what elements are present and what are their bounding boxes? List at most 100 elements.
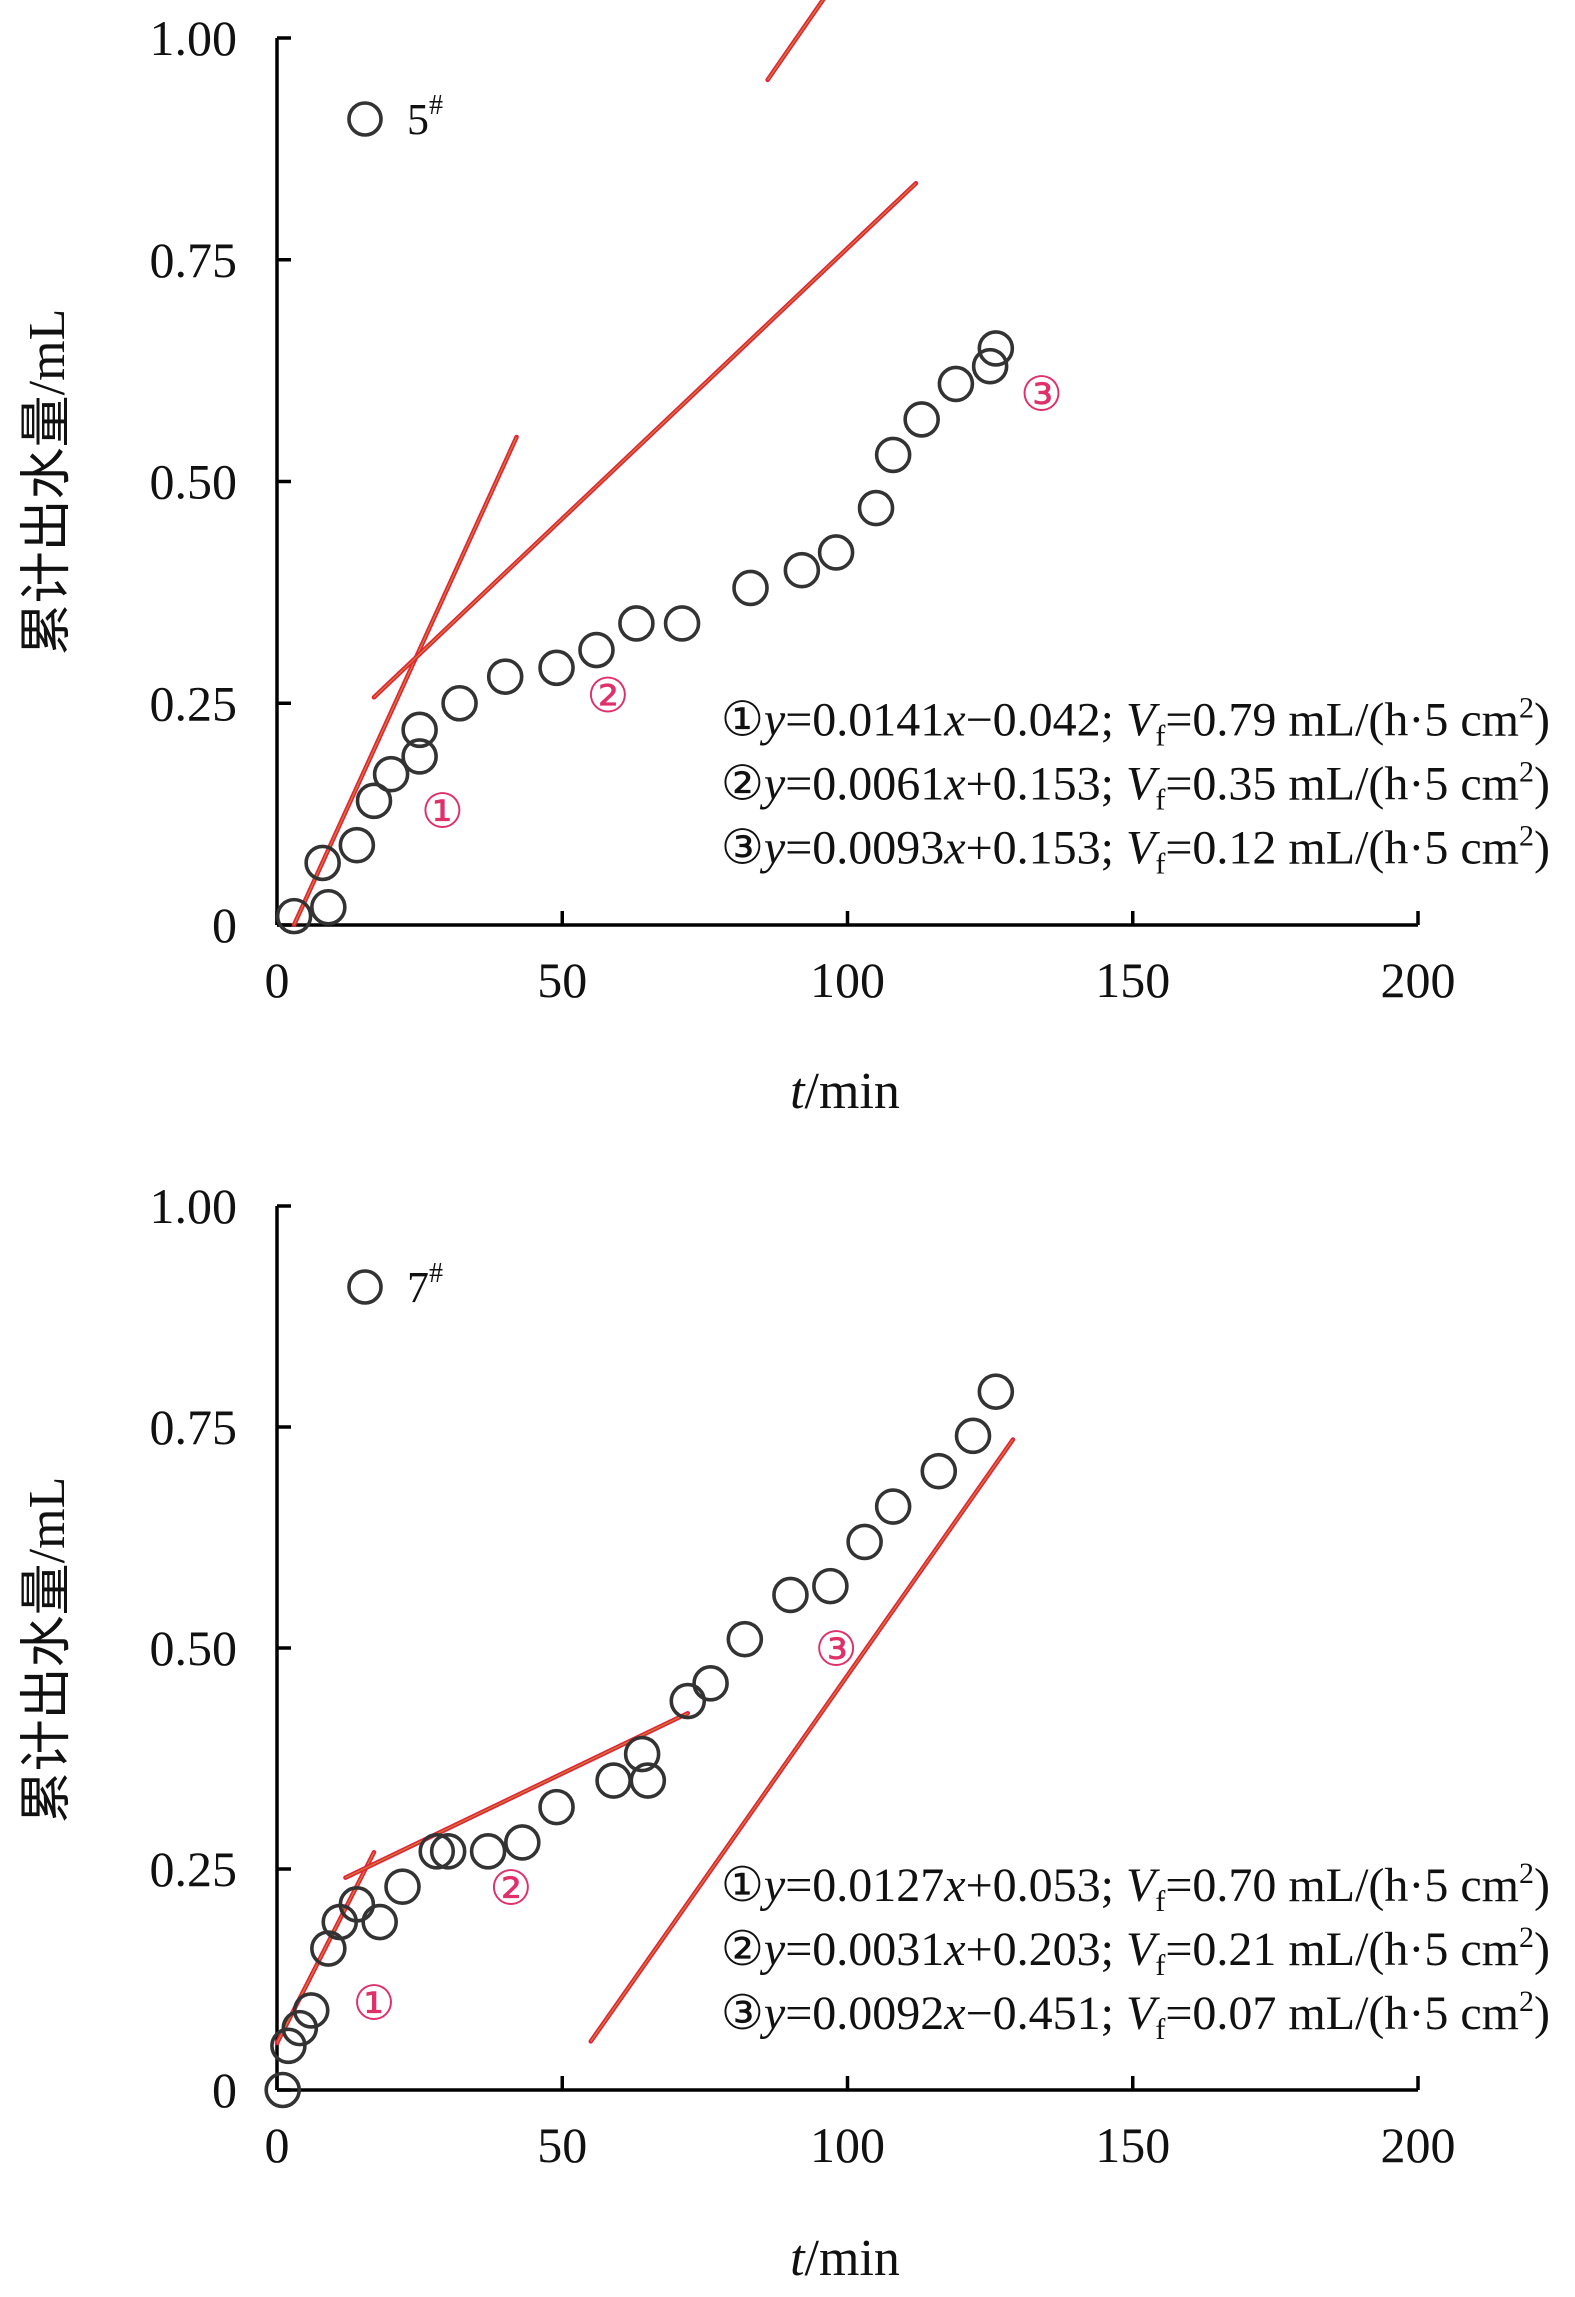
data-point (469, 1833, 507, 1870)
eq-intercept: +0.203; (966, 1923, 1126, 1976)
eq-y: y (759, 1859, 786, 1912)
eq-num: ③ (721, 1987, 764, 2040)
x-axis-title: t/min (790, 1063, 900, 1120)
data-point (783, 551, 821, 589)
data-point (663, 605, 701, 642)
data-point (812, 1567, 849, 1605)
eq-y: y (759, 1987, 786, 2040)
data-point (977, 330, 1015, 367)
eq-close: ) (1534, 1923, 1550, 1976)
eq-v: V (1126, 1859, 1160, 1912)
eq-slope: =0.0141 (785, 693, 944, 746)
data-point (401, 738, 438, 775)
y-tick-label: 0.75 (150, 1399, 238, 1455)
eq-sub: f (1155, 847, 1165, 880)
legend: 7# (347, 1258, 443, 1312)
segment-label: ① (352, 1977, 395, 2030)
x-tick-label: 0 (265, 2117, 290, 2173)
data-point (304, 844, 341, 882)
data-point (429, 1833, 467, 1870)
y-tick-label: 0.25 (150, 675, 238, 731)
x-tick-label: 50 (537, 2117, 587, 2173)
eq-num: ① (721, 1859, 764, 1912)
data-point (275, 897, 313, 935)
data-point (538, 1788, 575, 1826)
data-point (623, 1735, 661, 1773)
fit-line-core (590, 1439, 1014, 2042)
eq-num: ② (721, 757, 764, 810)
x-axis-title-unit: /min (805, 2230, 900, 2287)
eq-rate: =0.79 mL/(h·5 cm (1165, 693, 1519, 746)
data-point (372, 755, 410, 793)
data-point (977, 1373, 1015, 1410)
eq-v: V (1126, 757, 1160, 810)
data-point (504, 1824, 541, 1861)
legend-sup: # (429, 90, 443, 121)
fit-line-core (373, 182, 917, 698)
eq-v: V (1126, 693, 1160, 746)
data-point (937, 365, 975, 403)
eq-slope: =0.0061 (785, 757, 944, 810)
eq-sub: f (1155, 783, 1165, 816)
fit-line-core (767, 0, 824, 81)
data-point (361, 1903, 398, 1941)
fit-line-core (293, 436, 518, 925)
data-point (338, 826, 376, 864)
eq-sup: 2 (1519, 691, 1534, 724)
segment-label: ③ (815, 1624, 858, 1677)
eq-intercept: +0.153; (966, 821, 1126, 874)
eq-y: y (759, 757, 786, 810)
data-point (732, 569, 769, 607)
segment-label: ② (586, 670, 629, 723)
legend-series: 7 (407, 1263, 429, 1312)
data-point (772, 1576, 809, 1614)
legend-sup: # (429, 1258, 443, 1289)
legend-label: 5# (407, 90, 443, 144)
eq-rate: =0.70 mL/(h·5 cm (1165, 1859, 1519, 1912)
equation-line: ③y=0.0092x−0.451; Vf=0.07 mL/(h·5 cm2) (721, 1985, 1550, 2046)
data-point (903, 401, 940, 438)
eq-intercept: −0.042; (966, 693, 1126, 746)
x-axis-title-var: t (790, 1063, 806, 1120)
x-tick-label: 100 (810, 2117, 885, 2173)
eq-slope: =0.0031 (785, 1923, 944, 1976)
equation-line: ③y=0.0093x+0.153; Vf=0.12 mL/(h·5 cm2) (721, 819, 1550, 880)
y-tick-label: 0.50 (150, 454, 238, 510)
eq-rate: =0.35 mL/(h·5 cm (1165, 757, 1519, 810)
data-point (692, 1665, 729, 1702)
legend: 5# (347, 90, 443, 144)
data-point (264, 2071, 302, 2109)
data-point (486, 658, 524, 695)
data-point (578, 631, 615, 669)
eq-sup: 2 (1519, 819, 1534, 852)
eq-sub: f (1155, 2013, 1165, 2046)
data-point (817, 534, 855, 571)
data-point (441, 684, 478, 722)
eq-y: y (759, 1923, 786, 1976)
data-point (846, 1523, 883, 1561)
data-point (355, 782, 393, 820)
eq-close: ) (1534, 821, 1550, 874)
eq-sup: 2 (1519, 1985, 1534, 2018)
eq-close: ) (1534, 757, 1550, 810)
x-axis-title: t/min (790, 2230, 900, 2287)
data-point (874, 436, 912, 474)
y-tick-label: 0 (212, 2062, 237, 2118)
eq-sup: 2 (1519, 1857, 1534, 1890)
x-tick-label: 50 (537, 952, 587, 1008)
y-axis-title: 累计出水量/mL (19, 1477, 76, 1824)
eq-slope: =0.0127 (785, 1859, 944, 1912)
x-tick-label: 200 (1381, 952, 1456, 1008)
segment-label: ① (421, 785, 464, 838)
eq-intercept: +0.153; (966, 757, 1126, 810)
data-point (595, 1762, 632, 1799)
eq-sub: f (1155, 719, 1165, 752)
segment-label: ③ (1020, 369, 1063, 422)
equation-line: ①y=0.0127x+0.053; Vf=0.70 mL/(h·5 cm2) (721, 1857, 1550, 1918)
data-point (384, 1868, 421, 1905)
eq-y: y (759, 821, 786, 874)
data-point (954, 1417, 992, 1455)
eq-sub: f (1155, 1885, 1165, 1918)
eq-close: ) (1534, 693, 1550, 746)
